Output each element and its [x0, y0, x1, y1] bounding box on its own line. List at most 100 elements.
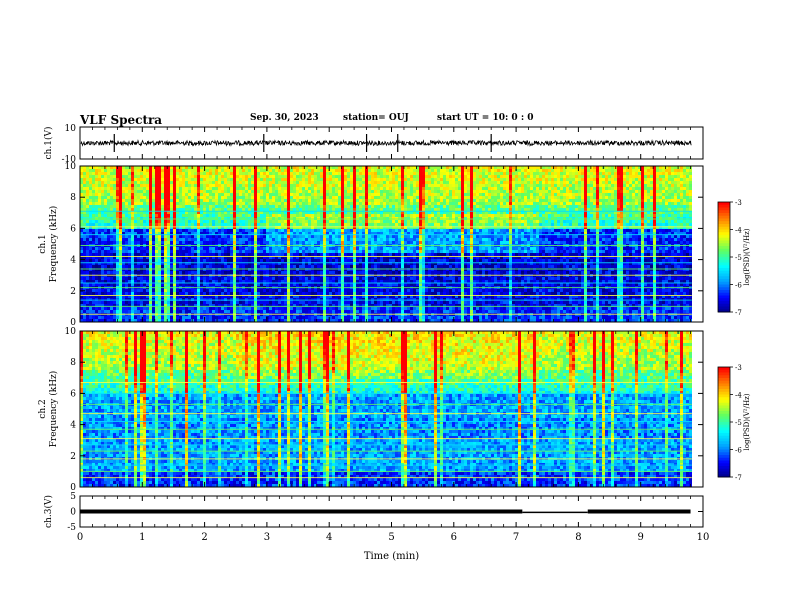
spectrogram-cell [413, 232, 416, 235]
spectrogram-cell [266, 199, 269, 202]
spectrogram-cell [173, 235, 176, 238]
spectrogram-cell [365, 178, 368, 181]
spectrogram-cell [455, 205, 458, 208]
spectrogram-cell [86, 226, 89, 229]
spectrogram-cell [515, 235, 518, 238]
spectrogram-cell [332, 172, 335, 175]
spectrogram-cell [434, 202, 437, 205]
spectrogram-cell [95, 208, 98, 211]
spectrogram-cell [344, 196, 347, 199]
spectrogram-cell [671, 229, 674, 232]
spectrogram-cell [482, 229, 485, 232]
spectrogram-cell [686, 181, 689, 184]
spectrogram-cell [437, 175, 440, 178]
spectrogram-cell [650, 196, 653, 199]
spectrogram-cell [539, 166, 542, 169]
spectrogram-cell [413, 202, 416, 205]
spectrogram-cell [284, 181, 287, 184]
spectrogram-cell [323, 172, 326, 175]
spectrogram-cell [95, 175, 98, 178]
spectrogram-cell [317, 226, 320, 229]
spectrogram-cell [161, 211, 164, 214]
spectrogram-cell [545, 202, 548, 205]
spectrogram-cell [611, 187, 614, 190]
spectrogram-cell [263, 190, 266, 193]
spectrogram-cell [287, 178, 290, 181]
spectrogram-cell [197, 208, 200, 211]
spectrogram-cell [362, 166, 365, 169]
spectrogram-cell [515, 229, 518, 232]
spectrogram-cell [380, 220, 383, 223]
spectrogram-cell [608, 214, 611, 217]
spectrogram-cell [623, 190, 626, 193]
spectrogram-cell [593, 175, 596, 178]
spectrogram-cell [503, 196, 506, 199]
spectrogram-cell [473, 184, 476, 187]
spectrogram-cell [116, 196, 119, 199]
spectrogram-cell [392, 208, 395, 211]
spectrogram-cell [158, 169, 161, 172]
spectrogram-cell [395, 181, 398, 184]
spectrogram-cell [416, 235, 419, 238]
spectrogram-cell [287, 205, 290, 208]
spectrogram-cell [338, 184, 341, 187]
spectrogram-cell [224, 169, 227, 172]
spectrogram-cell [590, 208, 593, 211]
spectrogram-cell [500, 202, 503, 205]
spectrogram-cell [434, 205, 437, 208]
spectrogram-cell [521, 172, 524, 175]
spectrogram-cell [578, 226, 581, 229]
spectrogram-cell [437, 223, 440, 226]
spectrogram-cell [302, 196, 305, 199]
spectrogram-cell [128, 208, 131, 211]
spectrogram-cell [140, 178, 143, 181]
spectrogram-cell [683, 190, 686, 193]
spectrogram-cell [563, 181, 566, 184]
spectrogram-cell [596, 181, 599, 184]
spectrogram-cell [218, 202, 221, 205]
spectrogram-cell [353, 217, 356, 220]
spectrogram-cell [689, 214, 692, 217]
spectrogram-cell [398, 232, 401, 235]
spectrogram-cell [311, 184, 314, 187]
spectrogram-cell [317, 172, 320, 175]
spectrogram-cell [533, 193, 536, 196]
spectrogram-cell [185, 178, 188, 181]
spectrogram-cell [620, 196, 623, 199]
spectrogram-cell [191, 175, 194, 178]
spectrogram-cell [623, 187, 626, 190]
spectrogram-cell [377, 217, 380, 220]
spectrogram-cell [320, 175, 323, 178]
spectrogram-cell [146, 217, 149, 220]
spectrogram-cell [158, 232, 161, 235]
spectrogram-cell [488, 193, 491, 196]
spectrogram-cell [479, 196, 482, 199]
spectrogram-cell [158, 220, 161, 223]
spectrogram-cell [557, 205, 560, 208]
spectrogram-cell [122, 166, 125, 169]
spectrogram-cell [524, 172, 527, 175]
spectrogram-cell [365, 181, 368, 184]
spectrogram-cell [191, 217, 194, 220]
spectrogram-cell [539, 184, 542, 187]
spectrogram-cell [575, 205, 578, 208]
spectrogram-cell [140, 172, 143, 175]
spectrogram-cell [605, 187, 608, 190]
spectrogram-cell [539, 178, 542, 181]
spectrogram-cell [590, 199, 593, 202]
spectrogram-cell [464, 166, 467, 169]
spectrogram-cell [233, 181, 236, 184]
spectrogram-cell [641, 229, 644, 232]
spectrogram-cell [596, 175, 599, 178]
spectrogram-cell [329, 169, 332, 172]
spectrogram-cell [431, 166, 434, 169]
spectrogram-cell [665, 223, 668, 226]
spectrogram-cell [527, 196, 530, 199]
spectrogram-cell [503, 226, 506, 229]
spectrogram-cell [437, 232, 440, 235]
spectrogram-cell [116, 175, 119, 178]
spectrogram-cell [569, 193, 572, 196]
spectrogram-cell [104, 205, 107, 208]
spectrogram-cell [566, 175, 569, 178]
spectrogram-cell [635, 205, 638, 208]
